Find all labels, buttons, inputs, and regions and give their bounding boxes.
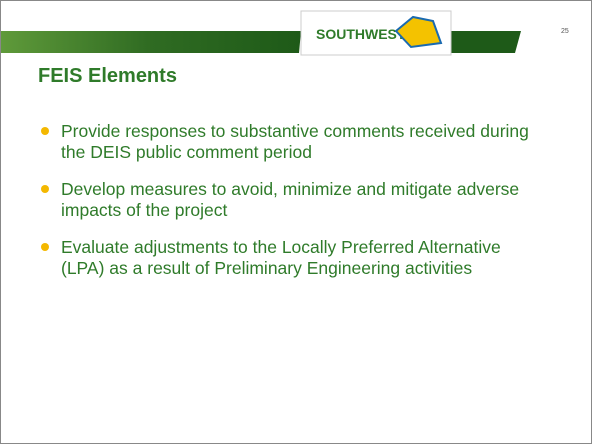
header-banner: SOUTHWEST [1, 10, 521, 56]
logo-text: SOUTHWEST [316, 26, 406, 42]
slide-number: 25 [561, 28, 569, 35]
bullet: Develop measures to avoid, minimize and … [37, 179, 547, 221]
bullet: Evaluate adjustments to the Locally Pref… [37, 237, 547, 279]
bullet-list: Provide responses to substantive comment… [37, 121, 547, 295]
bullet: Provide responses to substantive comment… [37, 121, 547, 163]
slide-title: FEIS Elements [38, 65, 177, 87]
